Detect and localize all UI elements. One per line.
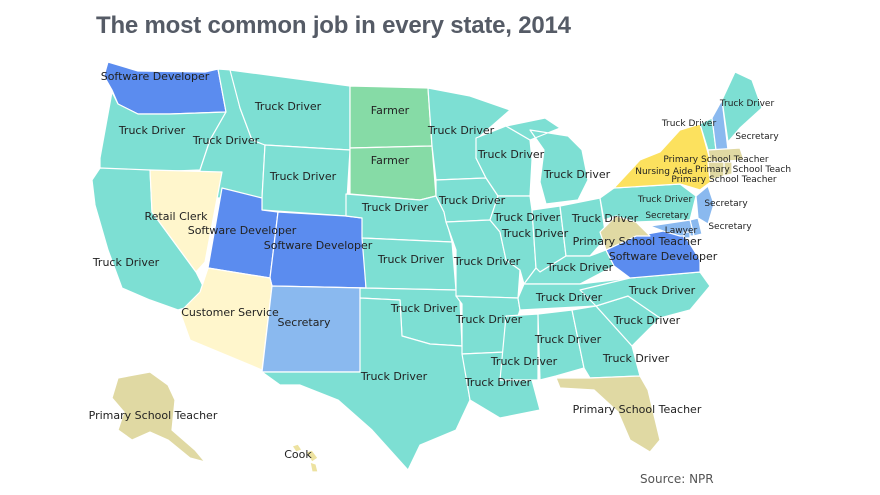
state-label-mn: Truck Driver [427, 124, 495, 137]
state-label-al: Truck Driver [534, 333, 602, 346]
state-label-pa: Truck Driver [637, 195, 693, 205]
state-me [721, 71, 763, 143]
map-title: The most common job in every state, 2014 [96, 12, 571, 39]
state-label-mo: Truck Driver [453, 255, 521, 268]
state-label-nh: Secretary [735, 132, 779, 142]
state-label-ri: Primary School Teach [695, 165, 791, 175]
state-label-nc: Truck Driver [628, 284, 696, 297]
state-label-nv: Retail Clerk [145, 210, 209, 223]
state-label-ky: Truck Driver [546, 261, 614, 274]
state-al [537, 309, 585, 381]
state-label-ga: Truck Driver [602, 352, 670, 365]
state-label-wa: Software Developer [101, 70, 210, 83]
state-label-mt: Truck Driver [254, 100, 322, 113]
state-label-ak: Primary School Teacher [89, 409, 218, 422]
state-label-ma: Primary School Teacher [663, 155, 769, 165]
state-nv [149, 169, 223, 273]
state-label-ia: Truck Driver [438, 194, 506, 207]
state-label-in: Truck Driver [571, 212, 639, 225]
state-nd [349, 85, 433, 149]
state-label-il: Truck Driver [493, 211, 561, 224]
state-label-oh: Truck Driver [501, 227, 569, 240]
state-label-nj: Secretary [704, 199, 748, 209]
state-label-hi: Cook [284, 448, 312, 461]
state-ak [111, 371, 206, 463]
state-label-mi: Truck Driver [543, 168, 611, 181]
state-label-la: Truck Driver [464, 376, 532, 389]
state-label-de: Secretary [645, 211, 689, 221]
state-label-tn: Truck Driver [535, 291, 603, 304]
state-label-id: Truck Driver [192, 134, 260, 147]
state-label-co: Software Developer [264, 239, 373, 252]
state-label-wy: Truck Driver [269, 170, 337, 183]
state-label-md: Secretary [708, 222, 752, 232]
state-ct [707, 161, 725, 181]
state-label-ne: Truck Driver [361, 201, 429, 214]
state-label-vt: Truck Driver [661, 119, 717, 129]
state-fl [555, 375, 661, 453]
state-ms [499, 313, 539, 381]
state-label-tx: Truck Driver [360, 370, 428, 383]
state-nm [261, 285, 367, 373]
state-label-ny: Nursing Aide [635, 167, 693, 177]
state-label-or: Truck Driver [118, 124, 186, 137]
state-label-ca: Truck Driver [92, 256, 160, 269]
state-hi [291, 443, 319, 473]
state-label-ct: Primary School Teacher [671, 175, 777, 185]
source-note: Source: NPR [640, 472, 714, 486]
state-label-ut: Software Developer [188, 224, 297, 237]
state-tx [261, 297, 471, 471]
state-label-ar: Truck Driver [455, 313, 523, 326]
state-ky [523, 249, 615, 285]
state-label-sc: Truck Driver [613, 314, 681, 327]
state-label-az: Customer Service [181, 306, 279, 319]
state-label-wi: Truck Driver [477, 148, 545, 161]
state-label-nm: Secretary [278, 316, 331, 329]
state-ma [707, 147, 745, 163]
state-label-dc: Lawyer [665, 226, 698, 236]
state-label-ok: Truck Driver [390, 302, 458, 315]
state-oh [559, 197, 607, 257]
state-label-sd: Farmer [371, 154, 410, 167]
state-label-va: Software Developer [609, 250, 718, 263]
state-il [489, 195, 537, 285]
state-label-ms: Truck Driver [490, 355, 558, 368]
state-label-wv: Primary School Teacher [573, 235, 702, 248]
state-label-fl: Primary School Teacher [573, 403, 702, 416]
state-nj [695, 185, 715, 225]
state-mi [505, 117, 589, 205]
state-label-me: Truck Driver [719, 99, 775, 109]
state-dc [683, 231, 691, 239]
state-label-ks: Truck Driver [377, 253, 445, 266]
state-label-nd: Farmer [371, 104, 410, 117]
state-az [179, 267, 273, 371]
